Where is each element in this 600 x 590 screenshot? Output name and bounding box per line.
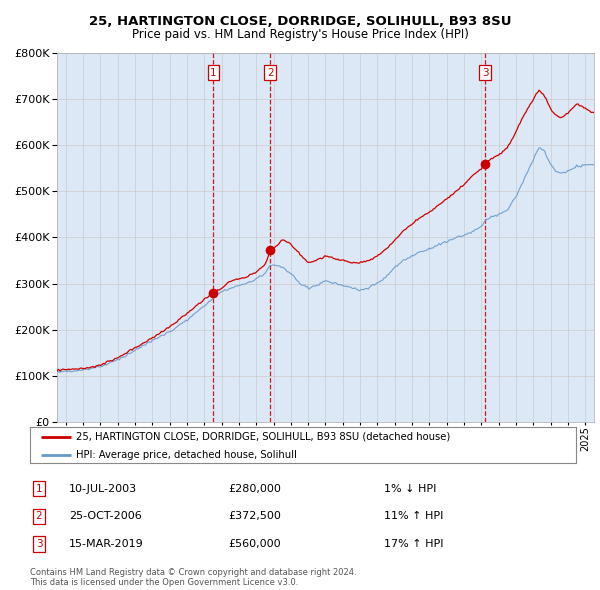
Text: £560,000: £560,000 xyxy=(228,539,281,549)
Bar xyxy=(485,53,594,422)
Text: 1% ↓ HPI: 1% ↓ HPI xyxy=(384,484,436,493)
Text: 17% ↑ HPI: 17% ↑ HPI xyxy=(384,539,443,549)
Text: This data is licensed under the Open Government Licence v3.0.: This data is licensed under the Open Gov… xyxy=(30,578,298,587)
Text: £372,500: £372,500 xyxy=(228,512,281,521)
Text: 2: 2 xyxy=(35,512,43,521)
Text: 3: 3 xyxy=(35,539,43,549)
Text: 25-OCT-2006: 25-OCT-2006 xyxy=(69,512,142,521)
Text: 10-JUL-2003: 10-JUL-2003 xyxy=(69,484,137,493)
Bar xyxy=(214,53,271,422)
Text: HPI: Average price, detached house, Solihull: HPI: Average price, detached house, Soli… xyxy=(76,450,297,460)
Text: £280,000: £280,000 xyxy=(228,484,281,493)
Text: Contains HM Land Registry data © Crown copyright and database right 2024.: Contains HM Land Registry data © Crown c… xyxy=(30,568,356,576)
Text: Price paid vs. HM Land Registry's House Price Index (HPI): Price paid vs. HM Land Registry's House … xyxy=(131,28,469,41)
Text: 3: 3 xyxy=(482,68,488,78)
Text: 1: 1 xyxy=(210,68,217,78)
Text: 11% ↑ HPI: 11% ↑ HPI xyxy=(384,512,443,521)
Text: 1: 1 xyxy=(35,484,43,493)
Text: 15-MAR-2019: 15-MAR-2019 xyxy=(69,539,144,549)
Text: 25, HARTINGTON CLOSE, DORRIDGE, SOLIHULL, B93 8SU (detached house): 25, HARTINGTON CLOSE, DORRIDGE, SOLIHULL… xyxy=(76,432,451,442)
Text: 25, HARTINGTON CLOSE, DORRIDGE, SOLIHULL, B93 8SU: 25, HARTINGTON CLOSE, DORRIDGE, SOLIHULL… xyxy=(89,15,511,28)
Text: 2: 2 xyxy=(267,68,274,78)
